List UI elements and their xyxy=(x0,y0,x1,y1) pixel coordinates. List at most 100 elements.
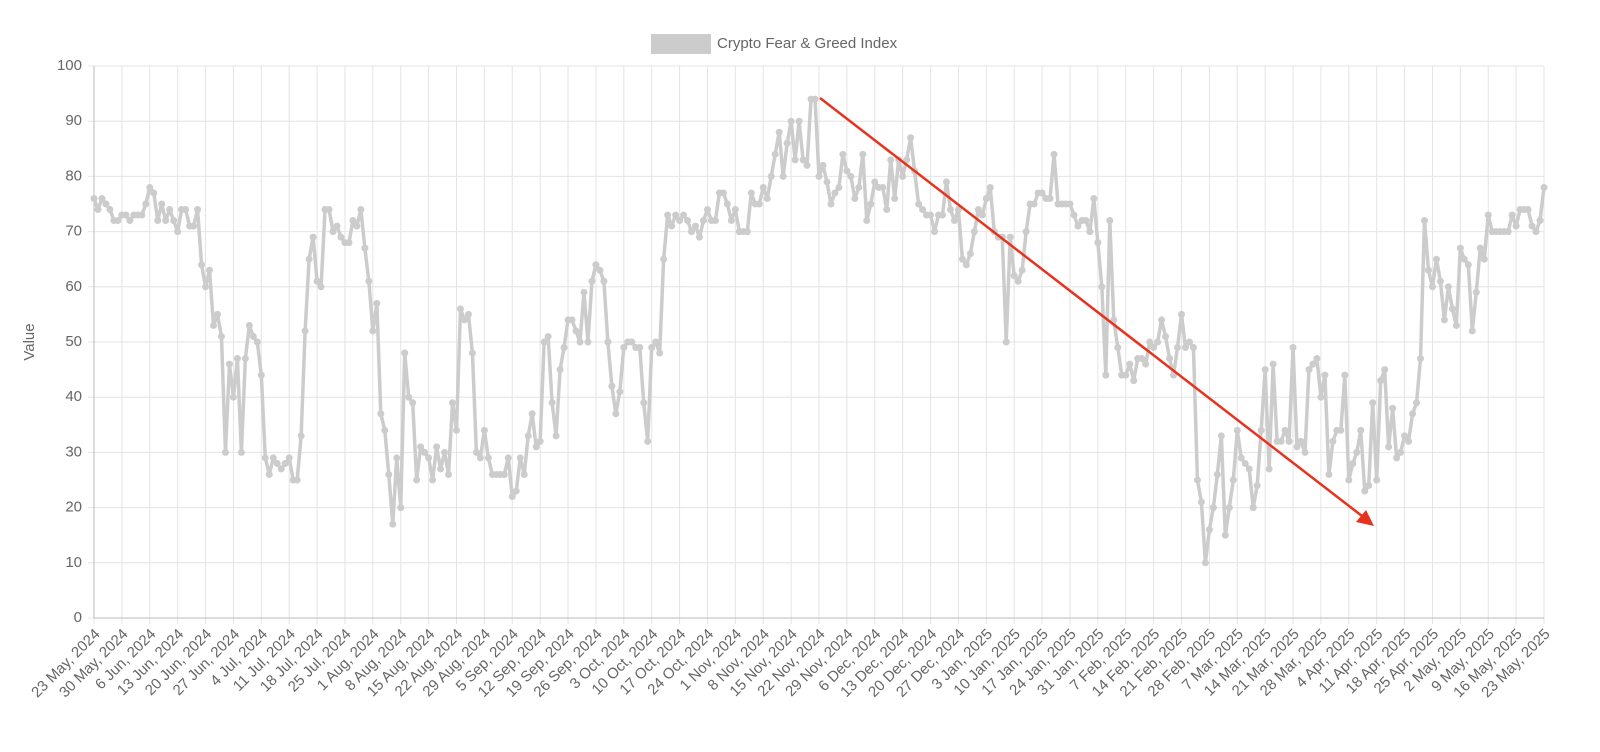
data-point xyxy=(703,206,711,214)
data-point xyxy=(1066,200,1074,208)
data-point xyxy=(588,277,596,285)
data-point xyxy=(1337,426,1345,434)
data-point xyxy=(938,211,946,219)
data-point xyxy=(660,255,668,263)
data-point xyxy=(695,233,703,241)
data-point xyxy=(966,250,974,258)
data-point xyxy=(508,493,516,501)
data-point xyxy=(421,448,429,456)
data-point xyxy=(1289,344,1297,352)
data-point xyxy=(791,156,799,164)
data-point xyxy=(1528,222,1536,230)
data-point xyxy=(855,183,863,191)
data-point xyxy=(1178,310,1185,318)
data-point xyxy=(644,437,652,445)
data-point xyxy=(1329,437,1337,445)
data-point xyxy=(504,454,512,462)
data-point xyxy=(1158,316,1166,324)
data-point xyxy=(353,222,361,230)
data-point xyxy=(604,338,612,346)
data-point xyxy=(1229,476,1237,484)
data-point xyxy=(158,200,166,208)
data-point xyxy=(329,228,337,236)
data-point xyxy=(831,189,839,197)
data-point xyxy=(441,448,449,456)
data-point xyxy=(405,393,413,401)
data-point xyxy=(656,349,664,357)
legend-label: Crypto Fear & Greed Index xyxy=(717,35,898,52)
data-point xyxy=(1508,211,1516,219)
data-point xyxy=(628,338,636,346)
data-point xyxy=(198,261,206,269)
data-point xyxy=(1086,228,1094,236)
data-point xyxy=(680,211,688,219)
data-point xyxy=(1094,239,1102,247)
data-point xyxy=(273,459,281,467)
data-point xyxy=(1030,200,1038,208)
y-tick-label: 40 xyxy=(65,388,82,405)
y-tick-label: 0 xyxy=(74,609,82,626)
data-point xyxy=(333,222,341,230)
data-point xyxy=(755,200,763,208)
data-point xyxy=(1309,360,1317,368)
y-tick-label: 60 xyxy=(65,278,82,295)
data-point xyxy=(369,327,377,335)
data-point xyxy=(1285,437,1293,445)
data-point xyxy=(190,222,198,230)
data-point xyxy=(1293,443,1301,451)
data-point xyxy=(596,266,604,274)
data-point xyxy=(1038,189,1046,197)
data-point xyxy=(377,410,385,418)
data-point xyxy=(1217,432,1225,440)
data-point xyxy=(1018,266,1026,274)
data-point xyxy=(942,178,950,186)
data-point xyxy=(871,178,879,186)
y-tick-label: 80 xyxy=(65,167,82,184)
data-point xyxy=(950,217,958,225)
data-point xyxy=(692,222,700,230)
data-point xyxy=(843,167,851,175)
data-point xyxy=(345,239,353,247)
data-point xyxy=(1281,426,1289,434)
data-point xyxy=(1409,410,1417,418)
data-point xyxy=(385,470,393,478)
data-point xyxy=(166,206,174,214)
data-point xyxy=(313,277,321,285)
data-point xyxy=(409,399,417,407)
data-point xyxy=(1150,344,1158,352)
data-point xyxy=(1122,371,1130,379)
data-point xyxy=(480,426,488,434)
data-point xyxy=(572,327,580,335)
data-point xyxy=(907,134,915,142)
data-point xyxy=(676,217,684,225)
y-tick-label: 10 xyxy=(65,554,82,571)
data-point xyxy=(381,426,389,434)
data-point xyxy=(170,217,178,225)
data-point xyxy=(413,476,421,484)
data-point xyxy=(512,487,520,495)
data-point xyxy=(472,448,480,456)
data-point xyxy=(568,316,576,324)
data-point xyxy=(986,183,994,191)
data-point xyxy=(528,410,536,418)
data-point xyxy=(1166,355,1174,363)
data-point xyxy=(887,156,895,164)
data-point xyxy=(297,432,305,440)
data-point xyxy=(357,206,365,214)
data-point xyxy=(1377,377,1385,385)
data-point xyxy=(771,150,779,158)
data-point xyxy=(425,454,433,462)
data-point xyxy=(229,393,237,401)
data-point xyxy=(1353,448,1361,456)
data-point xyxy=(540,338,548,346)
arrow-shaft xyxy=(819,97,1363,517)
data-point xyxy=(835,183,843,191)
data-point xyxy=(401,349,409,357)
data-point xyxy=(1082,217,1090,225)
data-point xyxy=(524,432,532,440)
data-point xyxy=(217,332,225,340)
data-point xyxy=(373,299,381,307)
data-point xyxy=(1221,531,1229,539)
legend-swatch xyxy=(651,34,711,54)
data-point xyxy=(257,371,265,379)
